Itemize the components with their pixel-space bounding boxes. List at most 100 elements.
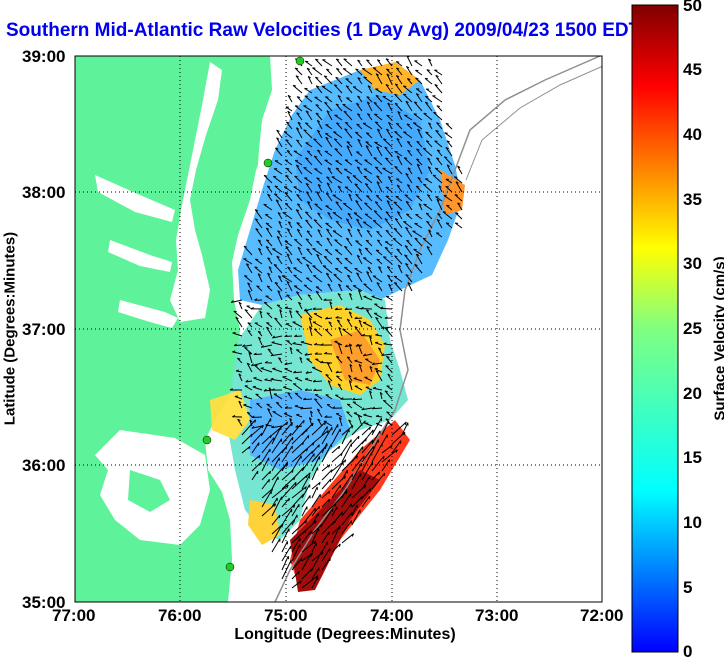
velocity-arrow-head bbox=[364, 456, 365, 459]
velocity-arrow-head bbox=[255, 267, 258, 268]
velocity-arrow-head bbox=[347, 404, 350, 405]
velocity-arrow-head bbox=[264, 302, 267, 303]
velocity-arrow-head bbox=[416, 78, 419, 79]
velocity-arrow-head bbox=[379, 472, 380, 475]
velocity-arrow-head bbox=[303, 494, 304, 497]
velocity-arrow-head bbox=[234, 311, 237, 312]
station-marker bbox=[203, 436, 211, 444]
velocity-arrow-head bbox=[446, 223, 449, 224]
colorbar-tick: 5 bbox=[683, 578, 692, 598]
velocity-arrow-head bbox=[244, 396, 247, 397]
velocity-arrow bbox=[320, 363, 332, 364]
velocity-arrow-head bbox=[386, 187, 389, 188]
velocity-arrow-head bbox=[443, 212, 446, 213]
velocity-arrow-head bbox=[345, 258, 348, 259]
station-marker bbox=[264, 159, 272, 167]
velocity-arrow-head bbox=[435, 168, 438, 169]
velocity-arrow-head bbox=[261, 368, 264, 369]
x-axis-label: Longitude (Degrees:Minutes) bbox=[200, 626, 490, 644]
velocity-arrow-head bbox=[374, 158, 377, 159]
velocity-arrow-head bbox=[365, 203, 368, 204]
velocity-arrow-head bbox=[346, 79, 349, 80]
velocity-arrow-head bbox=[372, 440, 373, 443]
velocity-arrow-head bbox=[295, 393, 298, 394]
velocity-arrow-head bbox=[315, 508, 316, 511]
velocity-arrow-head bbox=[373, 220, 376, 221]
velocity-arrow-head bbox=[291, 433, 292, 436]
x-tick-label: 72:00 bbox=[580, 606, 623, 626]
velocity-arrow-head bbox=[323, 266, 326, 267]
x-tick-label: 74:00 bbox=[370, 606, 413, 626]
velocity-arrow-head bbox=[257, 403, 260, 404]
velocity-arrow-head bbox=[403, 86, 406, 87]
velocity-arrow-head bbox=[393, 238, 396, 239]
velocity-arrow-head bbox=[272, 368, 275, 369]
colorbar-tick: 10 bbox=[683, 513, 702, 533]
velocity-arrow-head bbox=[395, 132, 398, 133]
velocity-arrow-head bbox=[255, 365, 258, 366]
velocity-arrow-head bbox=[279, 515, 280, 518]
velocity-arrow-head bbox=[335, 250, 338, 251]
velocity-arrow-head bbox=[305, 378, 308, 379]
velocity-arrow-head bbox=[287, 341, 290, 342]
velocity-arrow-head bbox=[384, 473, 385, 476]
velocity-arrow-head bbox=[373, 430, 374, 433]
velocity-arrow-head bbox=[305, 96, 308, 97]
velocity-arrow-head bbox=[355, 360, 358, 361]
colorbar-tick: 0 bbox=[683, 642, 692, 662]
velocity-arrow-head bbox=[253, 386, 256, 387]
velocity-arrow-head bbox=[373, 68, 376, 69]
velocity-arrow-head bbox=[352, 512, 353, 515]
velocity-arrow-head bbox=[372, 296, 375, 297]
velocity-arrow-head bbox=[364, 176, 367, 177]
colorbar-tick: 45 bbox=[683, 60, 702, 80]
velocity-arrow-head bbox=[376, 250, 379, 251]
velocity-arrow-head bbox=[364, 77, 367, 78]
colorbar-tick: 30 bbox=[683, 254, 702, 274]
x-tick-label: 77:00 bbox=[52, 606, 95, 626]
velocity-arrow-head bbox=[383, 139, 386, 140]
velocity-arrow-head bbox=[354, 378, 357, 379]
velocity-arrow-head bbox=[383, 456, 384, 459]
velocity-arrow-head bbox=[357, 124, 360, 125]
x-tick-label: 73:00 bbox=[475, 606, 518, 626]
velocity-arrow-head bbox=[294, 519, 295, 522]
velocity-arrow-head bbox=[330, 479, 331, 482]
velocity-arrow-head bbox=[387, 115, 390, 116]
velocity-arrow-head bbox=[403, 94, 406, 95]
y-tick-label: 36:00 bbox=[22, 456, 65, 476]
velocity-arrow-head bbox=[294, 275, 297, 276]
colorbar-tick: 20 bbox=[683, 384, 702, 404]
velocity-arrow-head bbox=[425, 78, 428, 79]
velocity-arrow-head bbox=[277, 305, 280, 306]
velocity-arrow-head bbox=[294, 239, 297, 240]
velocity-arrow-head bbox=[301, 341, 304, 342]
velocity-arrow-head bbox=[313, 266, 316, 267]
velocity-arrow-head bbox=[325, 97, 328, 98]
station-marker bbox=[226, 563, 234, 571]
velocity-arrow-head bbox=[289, 498, 290, 501]
velocity-arrow-head bbox=[319, 506, 320, 509]
velocity-arrow-head bbox=[366, 240, 369, 241]
velocity-arrow-head bbox=[255, 420, 256, 423]
velocity-arrow-head bbox=[364, 284, 367, 285]
velocity-arrow-head bbox=[261, 433, 262, 436]
velocity-arrow-head bbox=[325, 250, 328, 251]
y-tick-label: 39:00 bbox=[22, 47, 65, 67]
velocity-arrow-head bbox=[424, 113, 427, 114]
velocity-arrow-head bbox=[273, 438, 274, 441]
velocity-arrow-head bbox=[269, 479, 270, 482]
velocity-arrow-head bbox=[396, 62, 399, 63]
colorbar-tick: 40 bbox=[683, 125, 702, 145]
velocity-arrow-head bbox=[383, 257, 386, 258]
velocity-arrow-head bbox=[343, 203, 346, 204]
velocity-arrow-head bbox=[336, 376, 339, 377]
velocity-arrow-head bbox=[295, 482, 296, 485]
velocity-arrow-head bbox=[266, 223, 269, 224]
velocity-arrow-head bbox=[374, 114, 377, 115]
velocity-arrow-head bbox=[266, 323, 269, 324]
y-axis-label: Latitude (Degrees:Minutes) bbox=[2, 219, 19, 439]
velocity-arrow-head bbox=[315, 204, 318, 205]
velocity-arrow-head bbox=[404, 158, 407, 159]
velocity-arrow-head bbox=[423, 148, 426, 149]
